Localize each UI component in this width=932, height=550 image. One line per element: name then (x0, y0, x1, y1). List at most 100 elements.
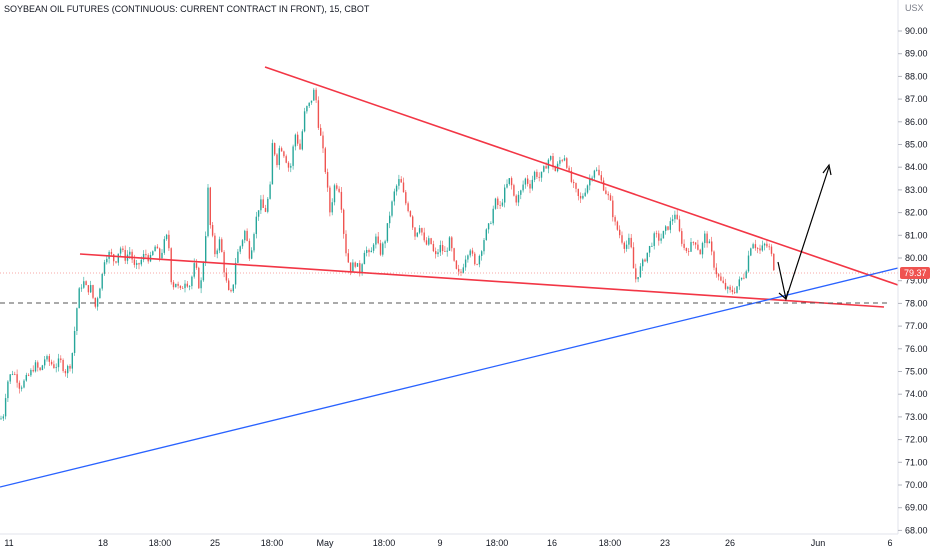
candle-body (333, 185, 336, 203)
candle-body (738, 279, 740, 287)
candle-body (361, 264, 363, 274)
candle-body (377, 236, 379, 244)
candle-body (614, 217, 616, 222)
x-tick-label: 18:00 (149, 538, 172, 548)
x-tick-label: 18 (98, 538, 108, 548)
candle-body (506, 183, 508, 188)
candle-body (368, 250, 370, 253)
candle-body (720, 276, 722, 281)
price-axis[interactable]: 68.00 69.00 70.00 71.00 72.00 73.00 74.00 75.00… (897, 0, 928, 535)
candle-body (223, 252, 225, 273)
y-tick-label: 84.00 (905, 162, 928, 172)
candle-body (366, 250, 368, 253)
candle-body (280, 148, 283, 152)
candle-body (435, 251, 437, 255)
candle-body (533, 171, 536, 180)
support-trendline[interactable] (0, 267, 899, 488)
candle-body (175, 283, 177, 288)
candle-body (460, 271, 462, 273)
lower-trendline[interactable] (79, 253, 885, 308)
candle-body (85, 281, 87, 286)
candle-body (267, 198, 269, 212)
candle-body (474, 253, 476, 265)
candle-body (55, 367, 57, 369)
candle-body (671, 219, 674, 222)
candle-body (669, 221, 671, 230)
candle-body (193, 263, 195, 277)
candle-body (251, 250, 253, 259)
candle-body (423, 232, 425, 241)
candle-body (729, 286, 731, 290)
candle-body (237, 251, 239, 263)
candle-body (692, 242, 694, 243)
candle-body (683, 243, 685, 248)
candle-body (428, 238, 430, 245)
y-tick-label: 78.00 (905, 298, 928, 308)
candle-body (23, 380, 25, 388)
candle-body (359, 263, 361, 274)
candle-body (106, 258, 108, 263)
candle-body (71, 352, 73, 369)
x-tick-label: 9 (437, 538, 442, 548)
candle-body (451, 237, 453, 249)
candle-body (152, 251, 154, 256)
candle-body (501, 202, 504, 206)
candle-body (441, 245, 444, 252)
candle-body (527, 178, 529, 184)
candle-body (375, 236, 377, 245)
candle-body (582, 195, 584, 199)
candle-body (379, 243, 382, 255)
candle-body (264, 207, 267, 212)
candle-body (18, 382, 21, 389)
candle-body (552, 156, 554, 168)
candle-body (257, 210, 260, 217)
y-tick-label: 70.00 (905, 480, 928, 490)
y-tick-label: 77.00 (905, 321, 928, 331)
candle-body (543, 166, 545, 172)
candle-body (94, 297, 96, 307)
candle-body (246, 230, 248, 241)
candle-body (161, 252, 163, 259)
candle-body (46, 356, 48, 360)
candle-body (439, 245, 441, 253)
candle-body (329, 187, 331, 213)
candle-body (483, 240, 485, 252)
candle-body (317, 100, 320, 128)
y-tick-label: 79.00 (905, 276, 928, 286)
candle-body (573, 181, 575, 184)
time-axis[interactable]: 11 18 18:00 25 18:00 May 18:00 9 18:00 16 18:00 23 2… (0, 533, 898, 548)
x-tick-label: 18:00 (486, 538, 509, 548)
candle-body (16, 374, 18, 383)
candle-body (170, 248, 172, 283)
candle-body (64, 370, 67, 374)
candle-body (326, 172, 329, 188)
candle-body (276, 154, 278, 166)
candle-body (425, 240, 428, 245)
candle-body (262, 199, 264, 208)
candle-body (30, 369, 32, 376)
candle-body (409, 211, 412, 217)
y-tick-label: 76.00 (905, 344, 928, 354)
last-price-badge (900, 267, 930, 279)
candle-body (165, 234, 168, 240)
candle-body (211, 225, 214, 236)
candle-body (504, 187, 506, 203)
upper-trendline[interactable] (264, 66, 899, 286)
candle-body (554, 167, 556, 172)
y-tick-label: 71.00 (905, 457, 928, 467)
candle-body (398, 179, 400, 186)
candle-body (492, 208, 494, 224)
x-tick-label: 11 (4, 538, 13, 548)
candle-body (754, 244, 757, 249)
candle-body (221, 239, 223, 253)
candle-body (138, 263, 140, 265)
candle-body (402, 182, 405, 193)
candle-body (294, 134, 297, 147)
candle-body (734, 292, 736, 293)
candle-body (458, 268, 460, 272)
candle-body (301, 131, 303, 150)
candle-body (648, 245, 651, 253)
candle-body (713, 251, 715, 268)
candle-body (260, 199, 262, 211)
